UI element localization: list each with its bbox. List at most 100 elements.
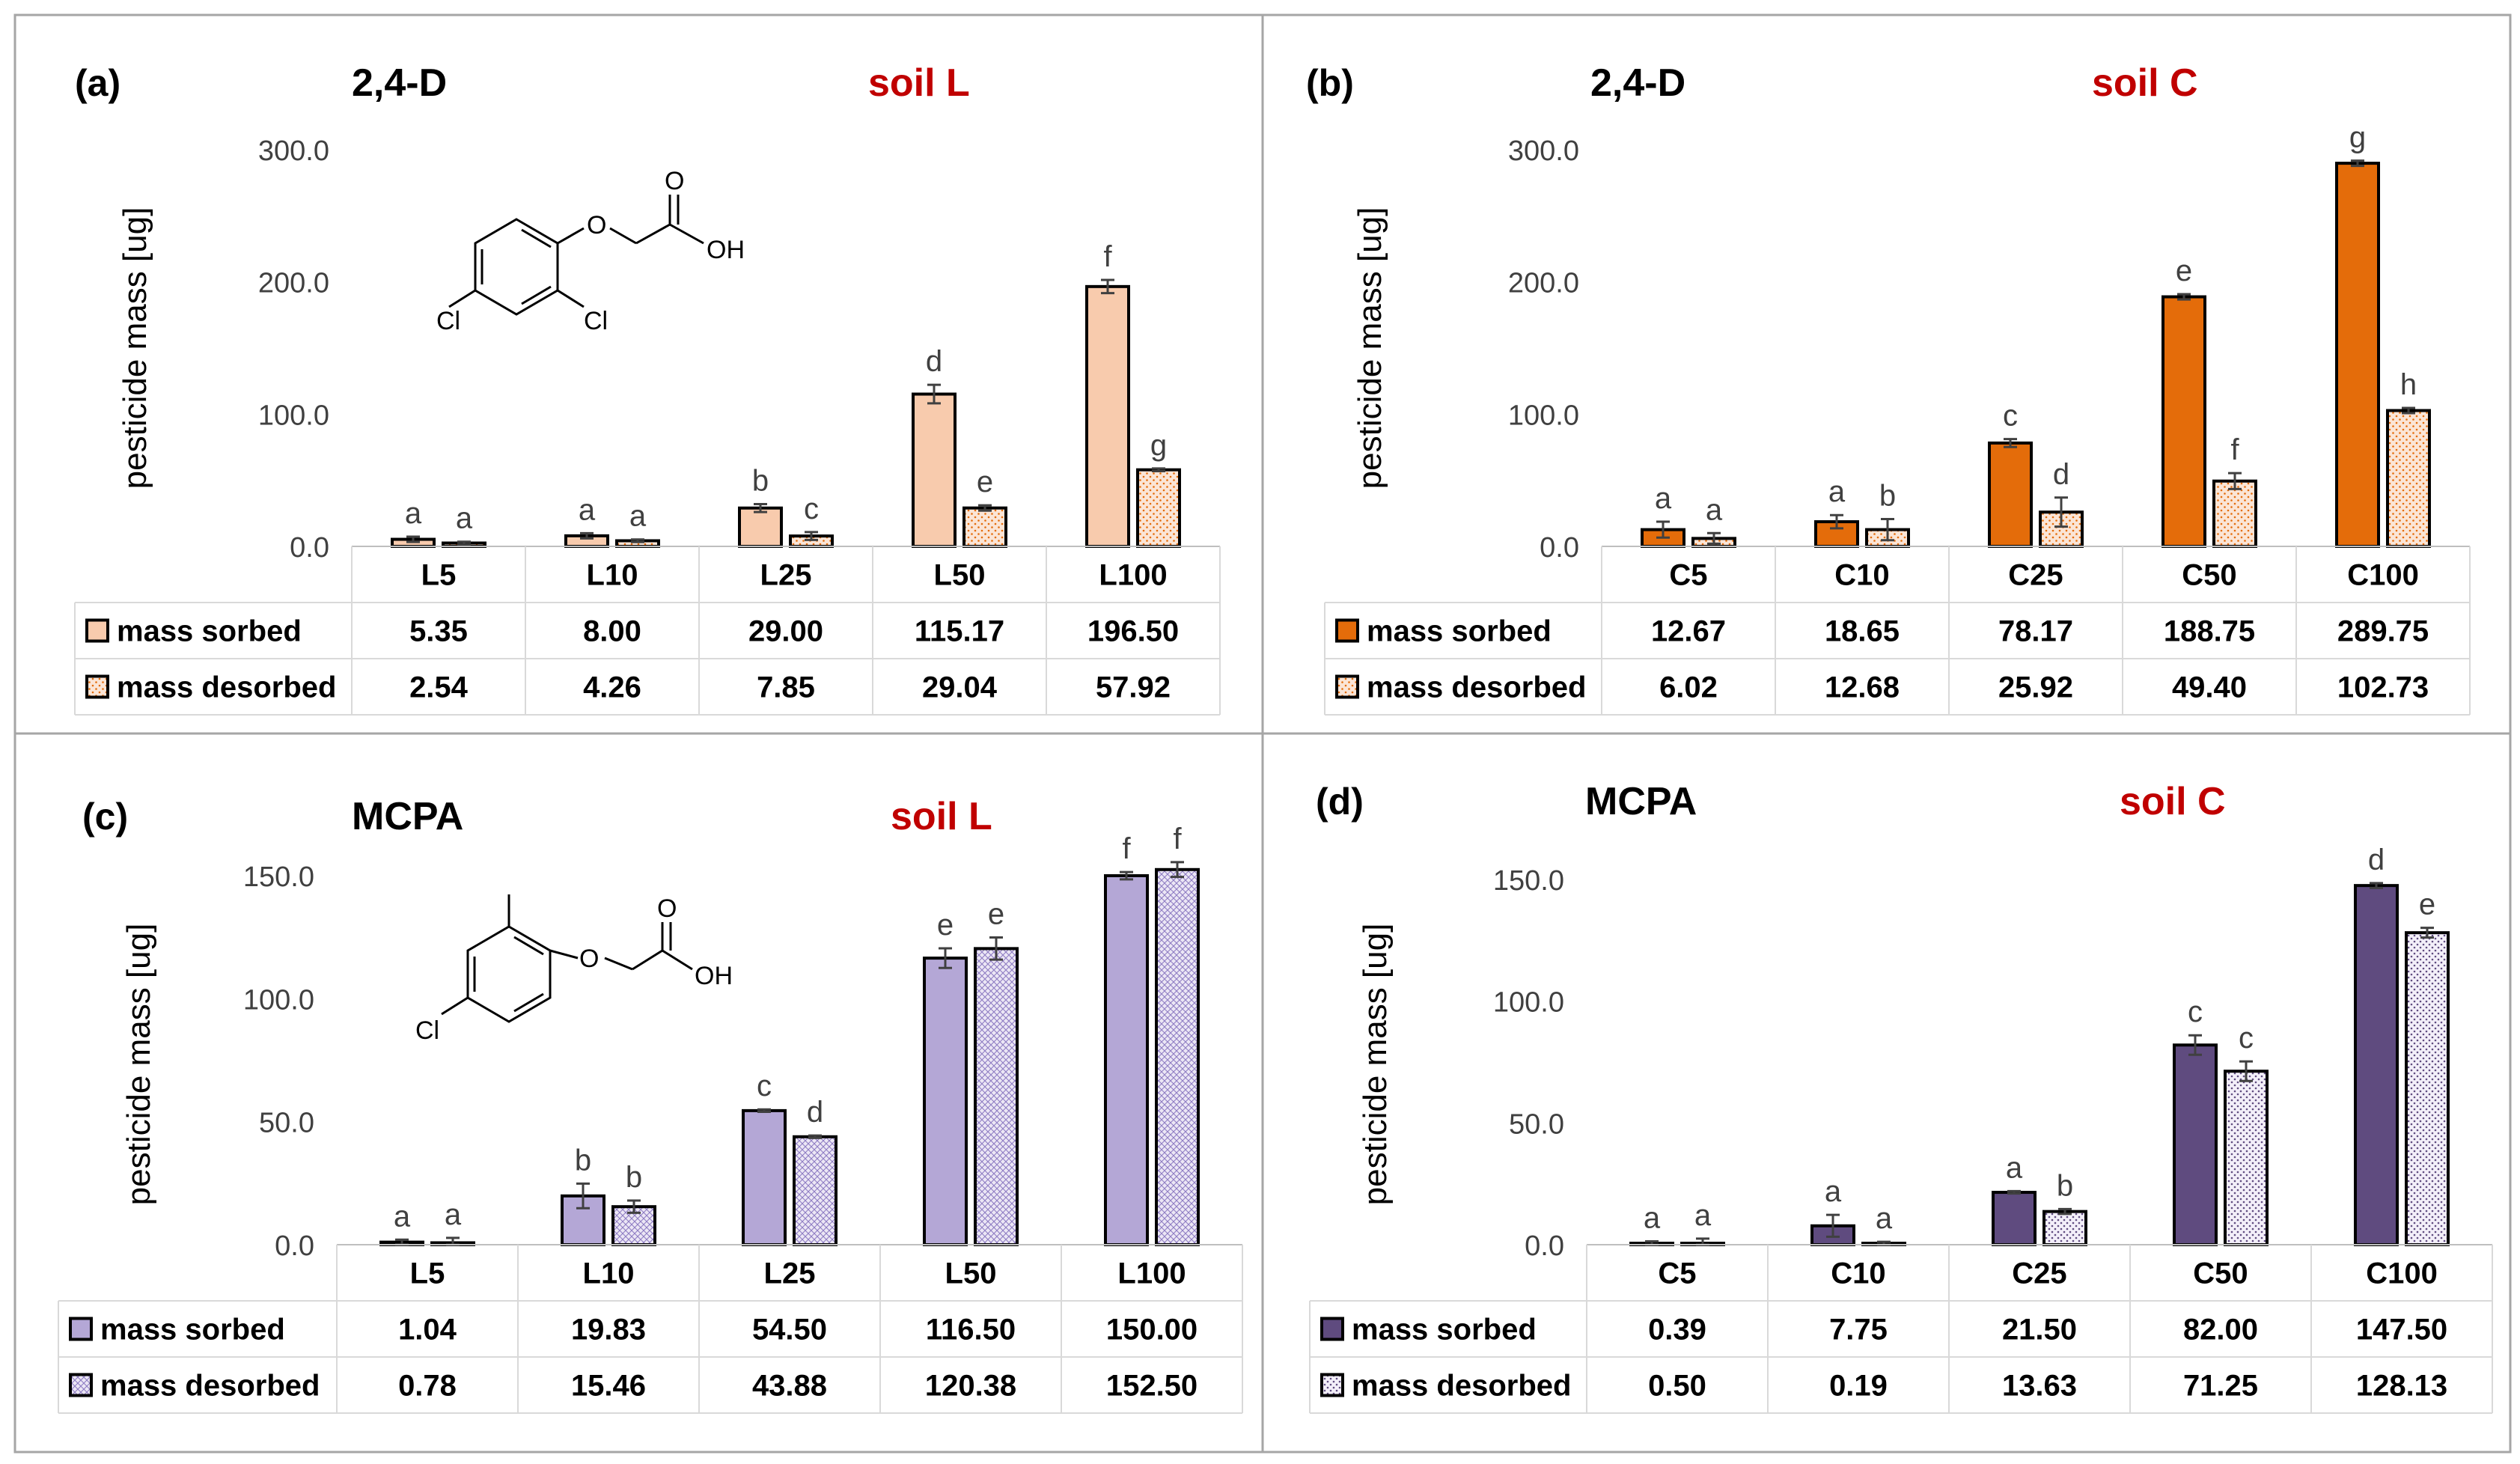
y-tick-label: 100.0 [1493, 987, 1564, 1019]
x-category-label: C100 [2347, 559, 2419, 592]
significance-letter: a [405, 497, 422, 530]
y-tick-label: 0.0 [1540, 532, 1579, 564]
bar-mass-sorbed [2161, 295, 2206, 548]
structure-2-4-d: Cl Cl O O OH [436, 167, 745, 335]
table-value: 57.92 [1096, 671, 1171, 704]
bar-mass-desorbed [962, 506, 1007, 548]
bar-mass-sorbed [738, 506, 783, 548]
y-tick-label: 50.0 [259, 1108, 314, 1139]
structure-oh-label: OH [707, 236, 745, 264]
table-value: 12.67 [1651, 615, 1726, 648]
table-value: 29.04 [922, 671, 998, 704]
significance-letter: a [1876, 1202, 1893, 1235]
significance-letter: f [1122, 832, 1131, 865]
panel-c: (c) MCPA soil L pesticide mass [ug] 0.0 50.0 1… [58, 795, 1243, 1414]
legend-series-label: mass sorbed [1352, 1314, 1537, 1346]
panel-a: (a) 2,4-D soil L pesticide mass [ug] 0.0 100.… [74, 61, 1221, 716]
significance-letter: f [1103, 240, 1112, 273]
significance-letter: b [575, 1144, 591, 1177]
table-value: 13.63 [2002, 1370, 2077, 1403]
y-tick-label: 0.0 [1525, 1230, 1564, 1262]
table-value: 120.38 [925, 1370, 1016, 1403]
legend-key-mass-desorbed [69, 1373, 93, 1397]
panel-b: (b) 2,4-D soil C pesticide mass [ug] 0.0 100.… [1306, 61, 2471, 716]
legend-key-mass-sorbed [69, 1317, 93, 1341]
bar-mass-sorbed [1992, 1191, 2037, 1247]
x-category-label: L25 [764, 1257, 816, 1290]
x-category-label: C25 [2012, 1257, 2066, 1290]
structure-mcpa: Cl O O OH [415, 894, 733, 1045]
pesticide-title: 2,4-D [352, 61, 447, 105]
table-value: 0.19 [1829, 1370, 1888, 1403]
x-category-label: L5 [410, 1257, 445, 1290]
table-value: 289.75 [2337, 615, 2429, 648]
table-value: 54.50 [752, 1314, 827, 1346]
y-tick-label: 100.0 [243, 984, 314, 1016]
x-category-label: L50 [945, 1257, 997, 1290]
table-value: 102.73 [2337, 671, 2429, 704]
significance-letter: f [2230, 433, 2239, 466]
table-value: 8.00 [583, 615, 641, 648]
significance-letter: b [1879, 479, 1896, 512]
legend-series-label: mass sorbed [100, 1314, 285, 1346]
bar-mass-sorbed [2354, 884, 2399, 1246]
y-tick-label: 100.0 [258, 400, 329, 431]
significance-letter: f [1173, 823, 1182, 855]
table-value: 78.17 [1998, 615, 2073, 648]
structure-o-label: O [579, 945, 599, 973]
structure-o-label: O [665, 167, 684, 195]
legend-key-mass-desorbed [1335, 674, 1359, 699]
table-value: 6.02 [1659, 671, 1718, 704]
significance-letter: a [579, 493, 596, 526]
significance-letter: g [1150, 429, 1167, 462]
table-value: 19.83 [571, 1314, 646, 1346]
significance-letter: b [752, 464, 769, 497]
x-category-label: C5 [1669, 559, 1707, 592]
x-category-label: L10 [583, 1257, 635, 1290]
legend-series-label: mass desorbed [100, 1370, 320, 1403]
table-value: 2.54 [409, 671, 469, 704]
panel-frame-d [1261, 732, 2512, 1454]
table-value: 188.75 [2164, 615, 2255, 648]
x-category-label: L100 [1117, 1257, 1186, 1290]
significance-letter: a [1694, 1199, 1712, 1232]
table-value: 21.50 [2002, 1314, 2077, 1346]
panel-d: (d) MCPA soil C pesticide mass [ug] 0.0 50.0 1… [1309, 780, 2493, 1414]
x-category-label: L10 [587, 559, 638, 592]
significance-letter: a [1828, 475, 1846, 508]
bar-mass-desorbed [2405, 931, 2450, 1246]
x-category-label: C25 [2008, 559, 2063, 592]
significance-letter: g [2349, 121, 2366, 154]
table-value: 4.26 [583, 671, 641, 704]
significance-letter: a [456, 502, 473, 535]
y-tick-label: 200.0 [1508, 268, 1579, 299]
x-category-label: C50 [2193, 1257, 2248, 1290]
legend-key-mass-sorbed [1335, 618, 1359, 643]
bar-mass-sorbed [923, 957, 968, 1247]
table-value: 1.04 [398, 1314, 457, 1346]
significance-letter: d [2368, 844, 2385, 876]
bar-mass-sorbed [1104, 874, 1149, 1246]
legend-series-label: mass desorbed [1367, 671, 1586, 704]
significance-letter: a [1706, 493, 1723, 526]
legend-series-label: mass desorbed [1352, 1370, 1571, 1403]
table-value: 29.00 [748, 615, 823, 648]
bar-mass-desorbed [1155, 867, 1200, 1246]
legend-key-mass-sorbed [85, 618, 109, 643]
table-value: 5.35 [409, 615, 468, 648]
y-tick-label: 0.0 [275, 1230, 314, 1262]
table-value: 116.50 [926, 1314, 1016, 1346]
y-tick-label: 150.0 [243, 861, 314, 893]
significance-letter: c [2188, 995, 2203, 1028]
bar-mass-desorbed [1136, 468, 1181, 549]
structure-cl-label: Cl [436, 307, 460, 335]
bar-mass-desorbed [2386, 409, 2431, 548]
significance-letter: e [2176, 254, 2192, 287]
table-value: 12.68 [1825, 671, 1900, 704]
legend-key-mass-desorbed [1320, 1373, 1344, 1397]
significance-letter: e [937, 909, 954, 942]
legend-key-mass-desorbed [85, 674, 109, 699]
table-value: 152.50 [1106, 1370, 1198, 1403]
bar-mass-sorbed [2173, 1043, 2218, 1247]
bar-mass-sorbed [742, 1108, 787, 1247]
